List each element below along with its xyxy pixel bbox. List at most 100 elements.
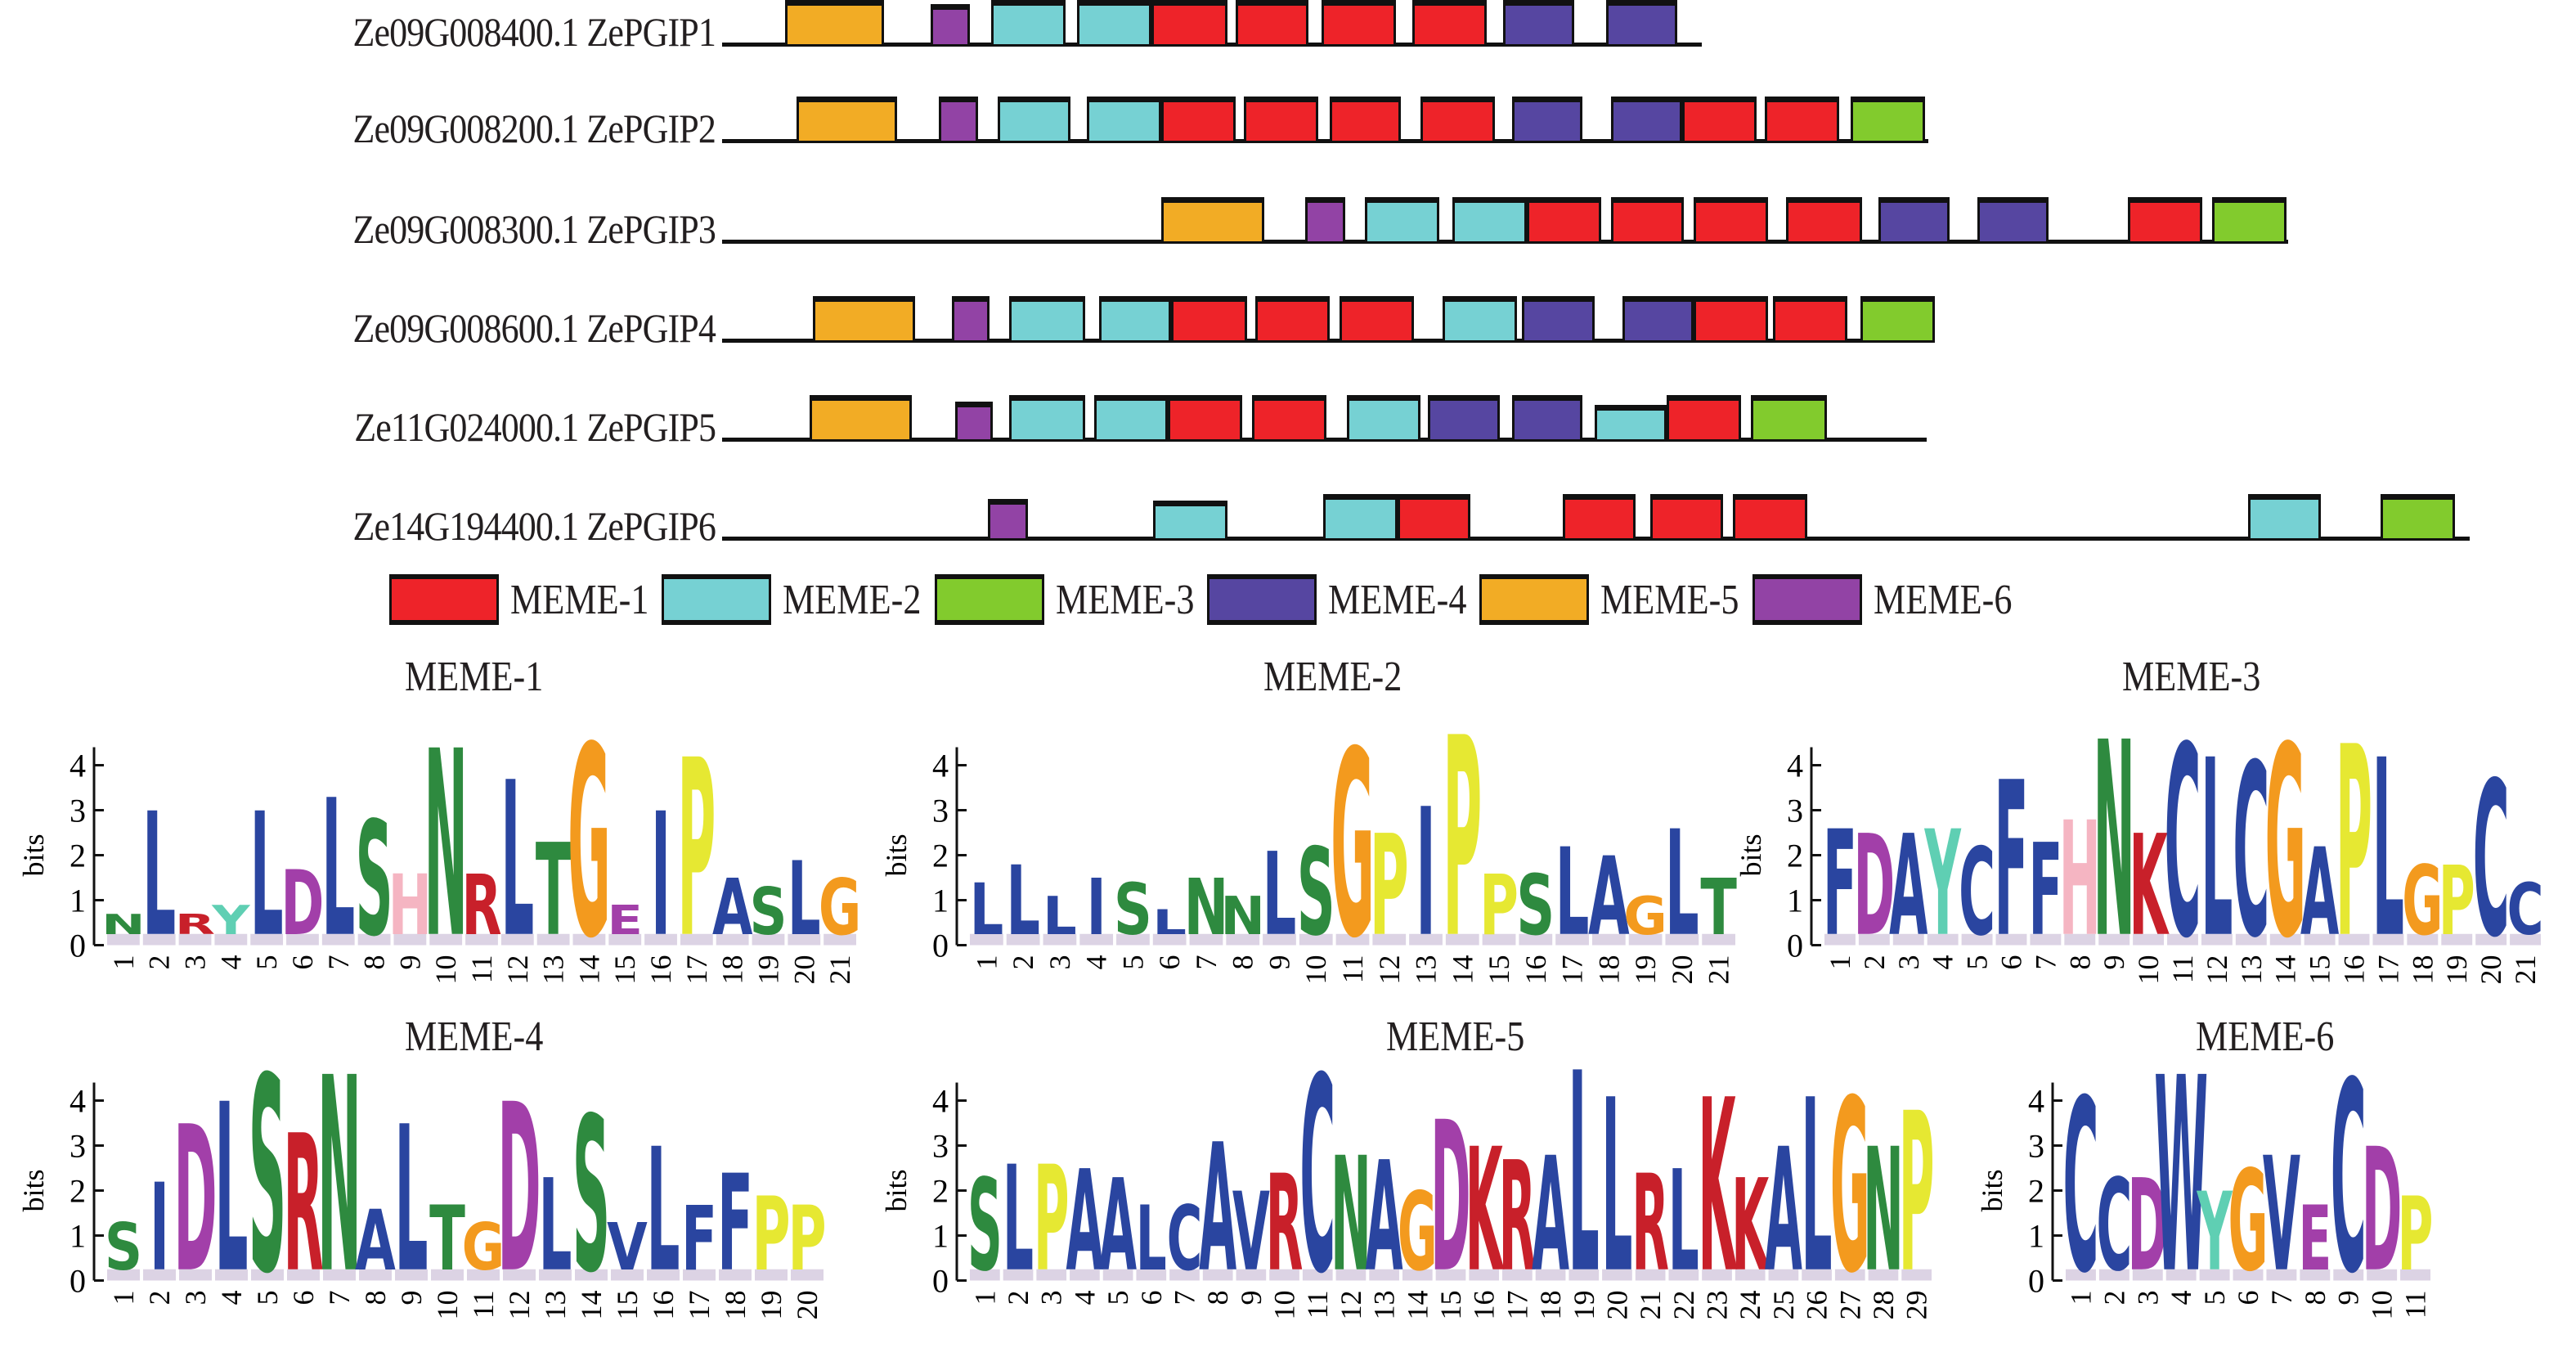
- logo-letter: L: [2372, 708, 2404, 991]
- logo-minor-residues: [1102, 1269, 1133, 1281]
- logo-minor-residues: [1702, 1269, 1732, 1281]
- logo-letter: D: [2128, 1152, 2169, 1300]
- y-tick-label: 2: [70, 1173, 86, 1210]
- logo-letter: S: [1516, 858, 1555, 955]
- x-tick-label: 9: [1263, 955, 1295, 970]
- logo-letter: L: [647, 1113, 680, 1310]
- motif-box-meme-5: [810, 395, 913, 439]
- x-tick-label: 7: [2265, 1291, 2298, 1305]
- logo-minor-residues: [1402, 1269, 1433, 1281]
- logo-letter: G: [819, 862, 861, 952]
- logo-minor-residues: [1768, 1269, 1799, 1281]
- motif-box-meme-6: [951, 296, 990, 340]
- gene-label: Ze09G008200.1 ZePGIP2: [352, 106, 716, 151]
- logo-minor-residues: [1116, 933, 1150, 946]
- logo-minor-residues: [1665, 933, 1699, 946]
- motif-box-meme-2: [1452, 197, 1527, 241]
- logo-minor-residues: [1236, 1269, 1267, 1281]
- logo-minor-residues: [1635, 1269, 1666, 1281]
- motif-box-meme-1: [1412, 0, 1488, 44]
- motif-box-meme-1: [1168, 395, 1243, 439]
- x-tick-label: 11: [1336, 955, 1369, 984]
- y-tick-label: 3: [2028, 1128, 2044, 1165]
- logo-letter: R: [1631, 1147, 1669, 1301]
- logo-minor-residues: [1189, 933, 1223, 946]
- x-tick-label: 14: [572, 955, 605, 985]
- logo-minor-residues: [429, 933, 463, 946]
- motif-box-meme-1: [1420, 97, 1496, 141]
- legend-label: MEME-2: [783, 576, 922, 623]
- logo-minor-residues: [719, 1269, 752, 1281]
- logo-letter: C: [2233, 714, 2269, 991]
- logo-letter: D: [1853, 807, 1895, 968]
- x-tick-label: 6: [1135, 1291, 1168, 1305]
- motif-box-meme-1: [1650, 494, 1724, 538]
- motif-box-meme-3: [1860, 296, 1935, 340]
- y-tick-label: 0: [2028, 1263, 2044, 1300]
- logo-letter: P: [1034, 1135, 1069, 1305]
- x-tick-label: 18: [719, 1291, 752, 1320]
- x-tick-label: 17: [1501, 1291, 1533, 1320]
- logo-letter: L: [395, 1085, 429, 1318]
- x-tick-label: 5: [1961, 955, 1994, 970]
- logo-letter: K: [1465, 1112, 1505, 1310]
- motif-box-meme-2: [1093, 395, 1169, 439]
- legend-item-meme-2: MEME-2: [662, 574, 922, 625]
- motif-box-meme-1: [2128, 197, 2202, 241]
- x-tick-label: 20: [791, 1291, 824, 1320]
- logo-letter: S: [1114, 869, 1152, 952]
- x-tick-label: 19: [1629, 955, 1662, 985]
- logo-minor-residues: [178, 933, 212, 946]
- logo-minor-residues: [2167, 933, 2198, 946]
- x-tick-label: 23: [1701, 1291, 1734, 1320]
- sequence-line: [722, 537, 2471, 541]
- logo-letter: A: [1066, 1140, 1103, 1302]
- x-tick-label: 10: [2366, 1291, 2399, 1320]
- logo-letter: D: [173, 1085, 217, 1318]
- x-tick-label: 9: [2332, 1291, 2365, 1305]
- x-tick-label: 11: [2166, 955, 2199, 984]
- motif-box-meme-2: [1077, 0, 1152, 44]
- motif-box-meme-1: [1693, 197, 1768, 241]
- x-tick-label: 1: [1824, 955, 1856, 970]
- motif-box-meme-3: [1751, 395, 1828, 439]
- x-tick-label: 3: [179, 955, 212, 970]
- y-axis-label: bits: [880, 834, 913, 876]
- logo-minor-residues: [107, 933, 140, 946]
- logo-minor-residues: [2165, 1269, 2197, 1281]
- y-axis-label: bits: [1735, 834, 1767, 876]
- motif-legend: MEME-1 MEME-2 MEME-3 MEME-4 MEME-5 MEME-…: [389, 574, 2025, 625]
- logo-letter: P: [1479, 858, 1519, 955]
- logo-letter: L: [1006, 846, 1040, 957]
- motif-box-meme-6: [954, 402, 994, 439]
- x-tick-label: 26: [1801, 1291, 1833, 1320]
- motif-box-meme-5: [784, 0, 884, 44]
- logo-letter: Y: [1924, 801, 1962, 969]
- logo-minor-residues: [1868, 1269, 1899, 1281]
- logo-minor-residues: [321, 933, 355, 946]
- motif-box-meme-1: [1236, 0, 1309, 44]
- x-tick-label: 14: [1446, 955, 1479, 985]
- x-tick-label: 11: [465, 955, 498, 984]
- logo-minor-residues: [1802, 1269, 1832, 1281]
- x-tick-label: 16: [1468, 1291, 1501, 1320]
- logo-minor-residues: [1591, 933, 1626, 946]
- x-tick-label: 7: [2029, 955, 2062, 970]
- x-tick-label: 3: [2131, 1291, 2164, 1305]
- x-tick-label: 18: [2406, 955, 2439, 985]
- logo-minor-residues: [2441, 933, 2473, 946]
- logo-minor-residues: [359, 1269, 392, 1281]
- logo-letter: F: [717, 1148, 753, 1301]
- y-axis-label: bits: [17, 834, 50, 876]
- legend-item-meme-5: MEME-5: [1479, 574, 1740, 625]
- logo-minor-residues: [788, 933, 821, 946]
- logo-minor-residues: [611, 1269, 644, 1281]
- y-tick-label: 1: [932, 1218, 949, 1255]
- logo-letter: L: [1802, 1050, 1833, 1326]
- logo-letter: A: [1889, 807, 1928, 968]
- logo-minor-residues: [2030, 933, 2062, 946]
- logo-letter: P: [1899, 1066, 1934, 1321]
- motif-box-meme-1: [1733, 494, 1808, 538]
- y-tick-label: 1: [70, 1218, 86, 1255]
